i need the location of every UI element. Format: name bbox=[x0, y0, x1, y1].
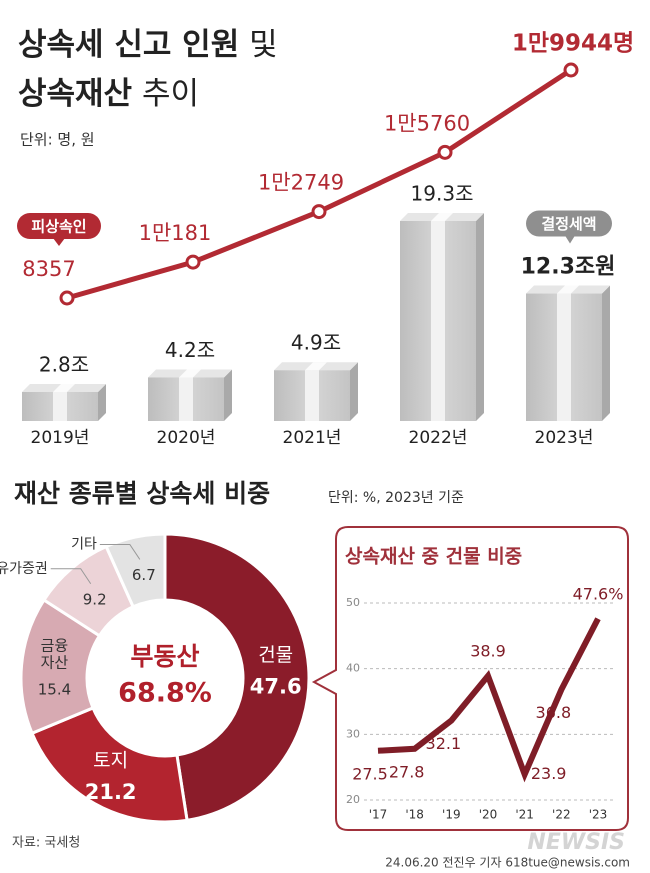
box-ribbon bbox=[431, 221, 445, 421]
value-label: 1만9944명 bbox=[512, 31, 634, 57]
slice-value: 15.4 bbox=[38, 681, 71, 699]
line-point bbox=[311, 204, 327, 220]
slice-name: 토지 bbox=[93, 749, 128, 771]
box-ribbon-top bbox=[179, 369, 201, 378]
line-point bbox=[185, 254, 201, 270]
slice-value: 6.7 bbox=[132, 566, 156, 584]
value-label: 27.5 bbox=[352, 764, 388, 783]
value-label: 12.3조원 bbox=[521, 255, 616, 280]
source: 자료: 국세청 bbox=[12, 836, 80, 851]
value-label: 8357 bbox=[22, 257, 75, 281]
slice-value: 47.6 bbox=[250, 674, 302, 698]
title-bold: 상속세 신고 인원 bbox=[18, 27, 239, 63]
value-label: 23.9 bbox=[531, 764, 567, 783]
slice-name: 기타 bbox=[71, 536, 97, 552]
box-side bbox=[350, 362, 358, 421]
x-tick-label: '17 bbox=[369, 808, 388, 822]
value-label: 4.2조 bbox=[165, 338, 215, 362]
legend-pill bbox=[17, 213, 101, 239]
y-tick-label: 40 bbox=[346, 662, 360, 675]
y-tick-label: 20 bbox=[346, 793, 360, 806]
legend-label: 결정세액 bbox=[541, 215, 596, 233]
slice-name: 건물 bbox=[258, 644, 293, 666]
value-label: 47.6% bbox=[573, 584, 624, 603]
x-tick-label: '21 bbox=[515, 808, 534, 822]
x-tick-label: 2021년 bbox=[283, 428, 342, 448]
title-bold: 상속재산 bbox=[18, 76, 132, 112]
box-side bbox=[476, 213, 484, 421]
section-subtitle: 단위: %, 2023년 기준 bbox=[328, 490, 464, 506]
legend-label: 피상속인 bbox=[31, 218, 86, 236]
box-side bbox=[602, 285, 610, 421]
donut-slice bbox=[30, 705, 189, 824]
value-label: 1만5760 bbox=[384, 111, 470, 135]
title-light: 추이 bbox=[142, 76, 199, 112]
value-label: 4.9조 bbox=[291, 331, 341, 355]
x-tick-label: 2023년 bbox=[535, 428, 594, 448]
slice-name: 유가증권 bbox=[0, 561, 48, 577]
value-label: 1만2749 bbox=[258, 171, 344, 195]
unit-note: 단위: 명, 원 bbox=[20, 131, 95, 149]
box-ribbon bbox=[53, 391, 67, 421]
box-ribbon-top bbox=[53, 383, 75, 392]
x-tick-label: 2019년 bbox=[31, 428, 90, 448]
section-title: 재산 종류별 상속세 비중 bbox=[14, 479, 270, 508]
logo: NEWSIS bbox=[527, 830, 625, 855]
line-point bbox=[59, 290, 75, 306]
legend-pointer bbox=[53, 238, 65, 246]
donut-slice bbox=[163, 532, 311, 823]
inset-frame bbox=[311, 526, 629, 831]
center-label: 부동산 bbox=[130, 642, 199, 671]
x-tick-label: 2022년 bbox=[409, 428, 468, 448]
title-light: 및 bbox=[249, 27, 278, 63]
box-ribbon-top bbox=[557, 285, 579, 294]
box-ribbon bbox=[557, 293, 571, 421]
line-point bbox=[563, 62, 579, 78]
x-tick-label: '20 bbox=[479, 808, 498, 822]
value-label: 19.3조 bbox=[411, 182, 474, 206]
legend-pointer bbox=[565, 235, 575, 244]
leader-line bbox=[50, 568, 92, 585]
box-side bbox=[98, 383, 106, 421]
value-label: 38.9 bbox=[470, 641, 506, 660]
credit: 24.06.20 전진우 기자 618tue@newsis.com bbox=[385, 856, 630, 870]
value-label: 36.8 bbox=[536, 703, 572, 722]
inset-title: 상속재산 중 건물 비중 bbox=[345, 546, 522, 568]
value-label: 32.1 bbox=[426, 734, 462, 753]
box-ribbon-top bbox=[431, 213, 453, 221]
slice-name: 금융 자산 bbox=[41, 636, 69, 671]
slice-value: 9.2 bbox=[83, 590, 107, 608]
center-value: 68.8% bbox=[118, 678, 212, 709]
y-tick-label: 50 bbox=[346, 596, 360, 609]
value-label: 1만181 bbox=[139, 221, 212, 245]
x-tick-label: '18 bbox=[405, 808, 424, 822]
value-label: 27.8 bbox=[389, 762, 425, 781]
x-tick-label: '19 bbox=[442, 808, 461, 822]
line bbox=[377, 617, 601, 783]
slice-value: 21.2 bbox=[85, 780, 137, 804]
title-line-2: 상속재산 추이 bbox=[18, 76, 199, 112]
box-ribbon-top bbox=[305, 362, 327, 371]
box-side bbox=[224, 369, 232, 421]
x-tick-label: '22 bbox=[552, 808, 571, 822]
line-point bbox=[437, 144, 453, 160]
box-ribbon bbox=[179, 377, 193, 421]
donut-slice bbox=[104, 532, 167, 609]
x-tick-label: '23 bbox=[589, 808, 608, 822]
x-tick-label: 2020년 bbox=[157, 428, 216, 448]
legend-pill bbox=[526, 210, 612, 237]
value-label: 2.8조 bbox=[39, 352, 89, 376]
box-ribbon bbox=[305, 370, 319, 421]
leader-line bbox=[99, 543, 141, 560]
title-line-1: 상속세 신고 인원 및 bbox=[18, 27, 278, 63]
y-tick-label: 30 bbox=[346, 727, 360, 740]
